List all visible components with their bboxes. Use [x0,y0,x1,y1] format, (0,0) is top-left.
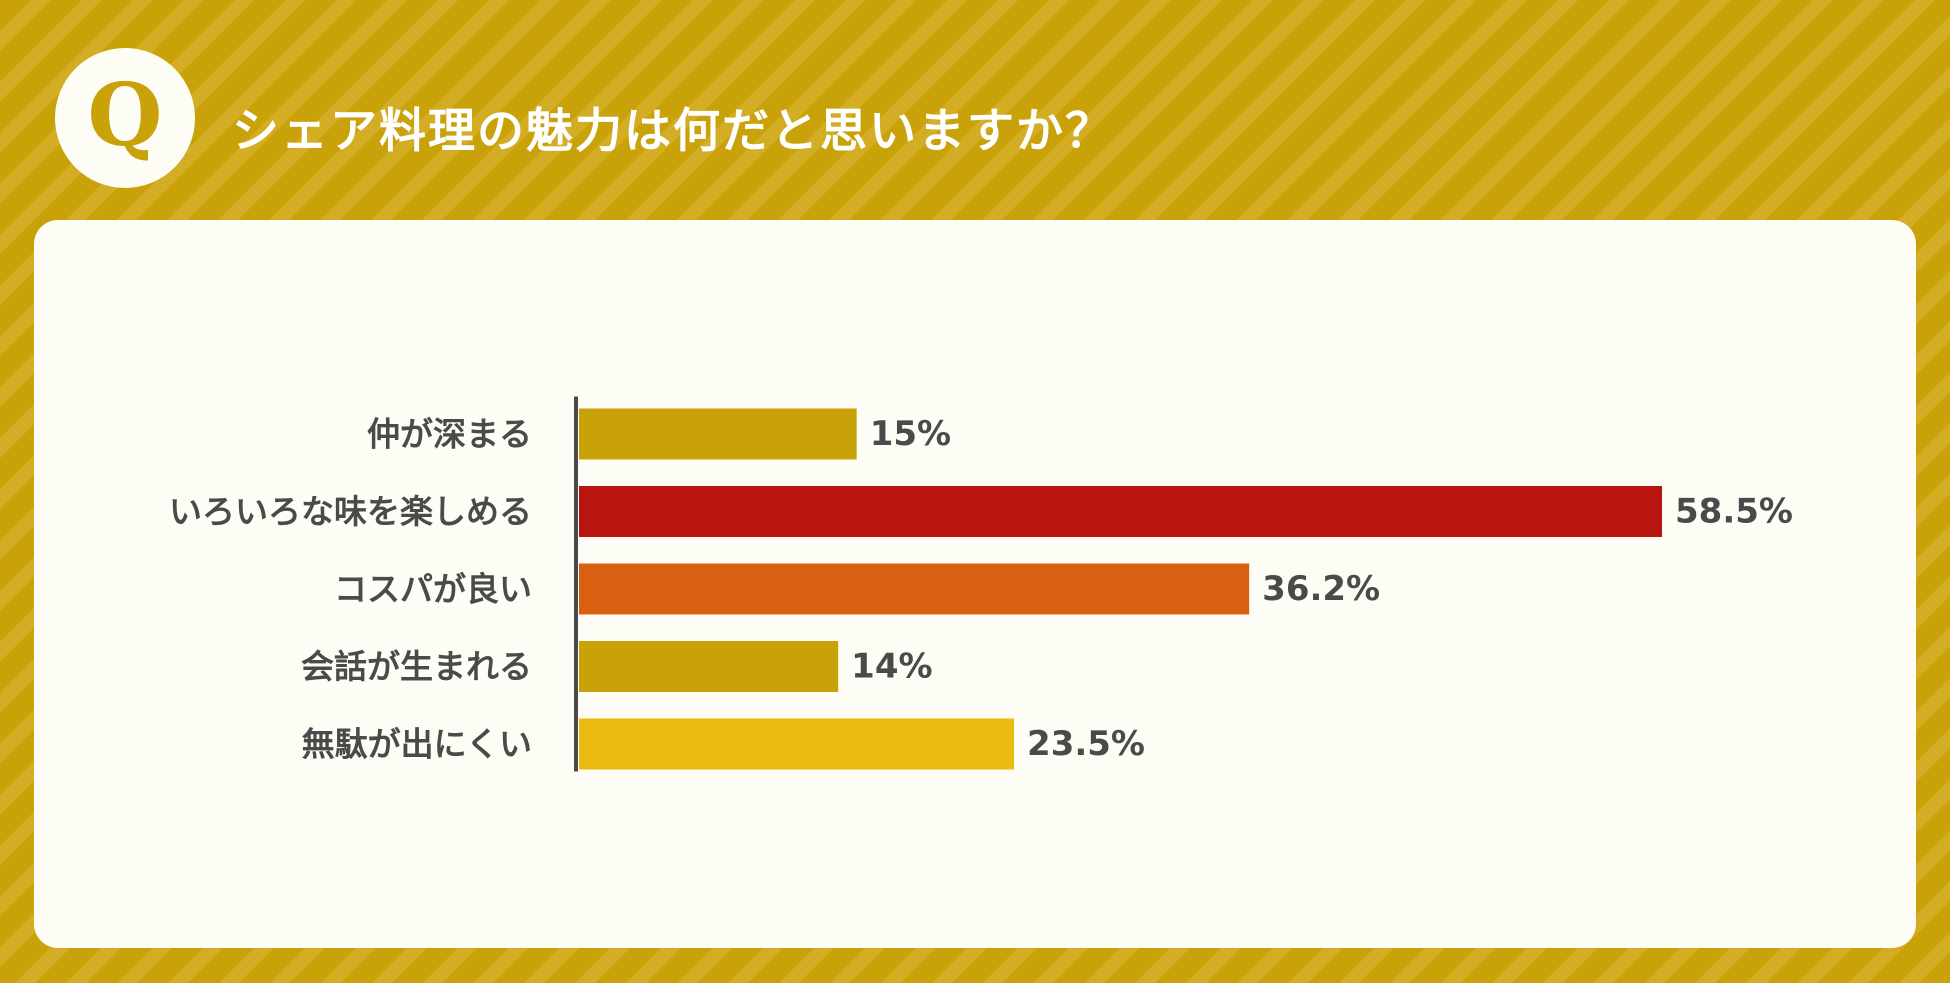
value-label-3: 36.2% [1262,569,1380,609]
question-title: シェア料理の魅力は何だと思いますか？ [232,104,1114,159]
bar-2 [579,486,1662,537]
chart-card: 仲が深まる 15% いろいろな味を楽しめる 58.5% コスパが良い 36.2% 会話が生ま… [34,220,1916,948]
question-badge: Q [55,48,195,188]
bar-1 [579,408,857,460]
bar-3 [579,563,1250,615]
bar-5 [579,718,1015,770]
category-label-3: コスパが良い [334,570,532,609]
bar-4 [579,641,839,692]
value-label-5: 23.5% [1027,724,1145,764]
category-label-2: いろいろな味を楽しめる [169,492,532,531]
value-label-1: 15% [870,414,951,454]
value-label-4: 14% [851,647,932,687]
question-badge-letter: Q [87,65,163,166]
bar-chart: 仲が深まる 15% いろいろな味を楽しめる 58.5% コスパが良い 36.2% 会話が生ま… [169,396,1793,772]
value-label-2: 58.5% [1675,492,1793,532]
category-label-5: 無駄が出にくい [302,725,532,764]
category-label-4: 会話が生まれる [301,647,532,686]
category-label-1: 仲が深まる [367,415,532,454]
